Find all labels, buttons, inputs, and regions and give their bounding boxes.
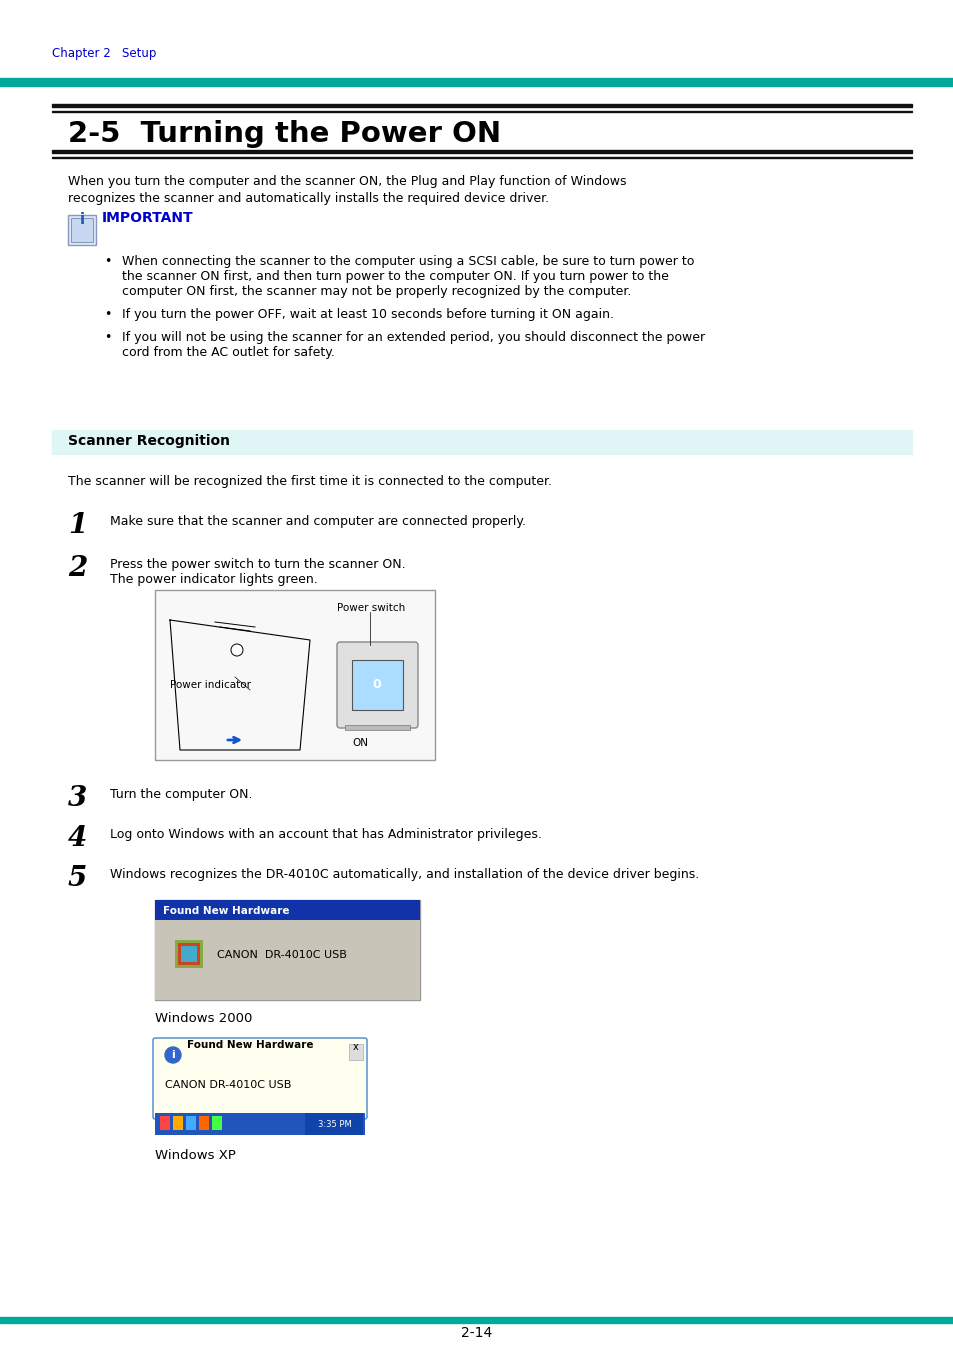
- Bar: [305, 1112, 363, 1135]
- Text: Log onto Windows with an account that has Administrator privileges.: Log onto Windows with an account that ha…: [110, 828, 541, 841]
- Text: cord from the AC outlet for safety.: cord from the AC outlet for safety.: [122, 346, 335, 359]
- Text: •: •: [104, 255, 112, 269]
- Bar: [154, 919, 419, 1000]
- Text: CANON  DR-4010C USB: CANON DR-4010C USB: [216, 950, 347, 960]
- Text: x: x: [353, 1042, 358, 1052]
- Bar: [199, 1116, 209, 1130]
- Text: Turn the computer ON.: Turn the computer ON.: [110, 788, 253, 801]
- Bar: [172, 1116, 183, 1130]
- Text: •: •: [104, 308, 112, 321]
- Bar: [52, 104, 911, 107]
- Text: Make sure that the scanner and computer are connected properly.: Make sure that the scanner and computer …: [110, 514, 525, 528]
- Bar: [352, 660, 402, 710]
- Text: 4: 4: [68, 825, 87, 852]
- Bar: [212, 1116, 222, 1130]
- FancyBboxPatch shape: [152, 1038, 367, 1119]
- Text: 2-14: 2-14: [461, 1326, 492, 1341]
- Text: Press the power switch to turn the scanner ON.: Press the power switch to turn the scann…: [110, 558, 405, 571]
- Text: i: i: [79, 212, 85, 227]
- Bar: [174, 940, 203, 968]
- Bar: [52, 111, 911, 112]
- Bar: [0, 1318, 953, 1323]
- Text: Found New Hardware: Found New Hardware: [163, 906, 289, 917]
- Text: Windows XP: Windows XP: [154, 1149, 235, 1162]
- Bar: [349, 1044, 363, 1060]
- Bar: [157, 1040, 363, 1060]
- Text: When connecting the scanner to the computer using a SCSI cable, be sure to turn : When connecting the scanner to the compu…: [122, 255, 694, 269]
- Text: Power indicator: Power indicator: [170, 680, 251, 690]
- Bar: [181, 946, 196, 963]
- Bar: [52, 431, 911, 454]
- Text: Found New Hardware: Found New Hardware: [187, 1040, 314, 1050]
- Bar: [154, 1112, 365, 1135]
- Bar: [186, 1116, 195, 1130]
- Text: 1: 1: [68, 512, 87, 539]
- Bar: [345, 725, 410, 730]
- Text: Chapter 2   Setup: Chapter 2 Setup: [52, 47, 156, 59]
- Text: 0: 0: [373, 679, 381, 691]
- Text: 5: 5: [68, 865, 87, 892]
- Bar: [0, 78, 953, 86]
- Text: Windows 2000: Windows 2000: [154, 1012, 253, 1025]
- Text: IMPORTANT: IMPORTANT: [102, 211, 193, 225]
- Bar: [154, 900, 419, 1000]
- Circle shape: [231, 644, 243, 656]
- Bar: [154, 900, 419, 919]
- Text: the scanner ON first, and then turn power to the computer ON. If you turn power : the scanner ON first, and then turn powe…: [122, 270, 668, 284]
- Bar: [160, 1116, 170, 1130]
- Bar: [154, 590, 435, 760]
- Text: Windows recognizes the DR-4010C automatically, and installation of the device dr: Windows recognizes the DR-4010C automati…: [110, 868, 699, 882]
- Text: 2-5  Turning the Power ON: 2-5 Turning the Power ON: [68, 120, 500, 148]
- Bar: [68, 215, 96, 244]
- Bar: [71, 217, 92, 242]
- Text: The scanner will be recognized the first time it is connected to the computer.: The scanner will be recognized the first…: [68, 475, 552, 487]
- Text: If you turn the power OFF, wait at least 10 seconds before turning it ON again.: If you turn the power OFF, wait at least…: [122, 308, 614, 321]
- Text: recognizes the scanner and automatically installs the required device driver.: recognizes the scanner and automatically…: [68, 192, 549, 205]
- Text: 2: 2: [68, 555, 87, 582]
- Bar: [52, 157, 911, 158]
- Text: 3:35 PM: 3:35 PM: [317, 1120, 352, 1129]
- Text: If you will not be using the scanner for an extended period, you should disconne: If you will not be using the scanner for…: [122, 331, 704, 344]
- Text: The power indicator lights green.: The power indicator lights green.: [110, 572, 317, 586]
- Bar: [52, 150, 911, 153]
- Text: i: i: [171, 1050, 174, 1060]
- Text: CANON DR-4010C USB: CANON DR-4010C USB: [165, 1080, 291, 1089]
- Text: 3: 3: [68, 784, 87, 811]
- Text: Scanner Recognition: Scanner Recognition: [68, 433, 230, 448]
- Circle shape: [165, 1048, 181, 1062]
- FancyBboxPatch shape: [153, 1096, 366, 1118]
- Text: •: •: [104, 331, 112, 344]
- Bar: [178, 944, 200, 965]
- Text: When you turn the computer and the scanner ON, the Plug and Play function of Win: When you turn the computer and the scann…: [68, 176, 626, 188]
- FancyBboxPatch shape: [336, 643, 417, 728]
- Text: Power switch: Power switch: [336, 603, 405, 613]
- Text: computer ON first, the scanner may not be properly recognized by the computer.: computer ON first, the scanner may not b…: [122, 285, 631, 298]
- Text: ON: ON: [352, 738, 368, 748]
